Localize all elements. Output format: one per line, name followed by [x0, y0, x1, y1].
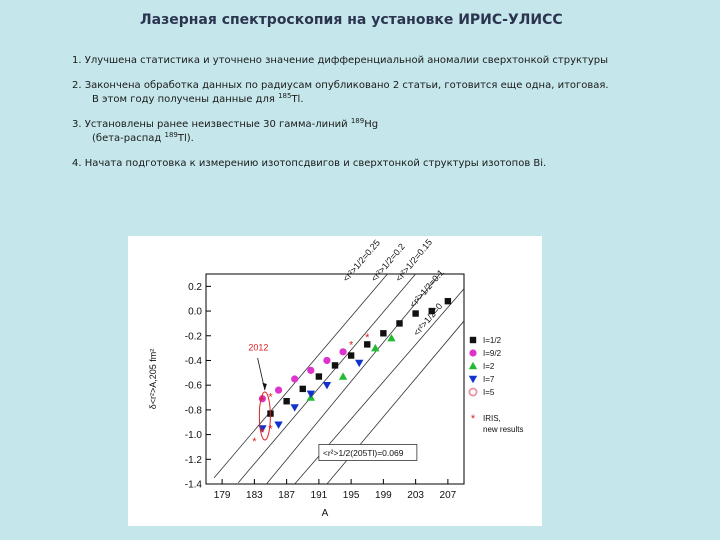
data-point-circle	[307, 366, 315, 374]
list-item-line: 3. Установлены ранее неизвестные 30 гамм…	[72, 118, 702, 132]
data-point-square	[444, 297, 452, 305]
data-point-triangle-down	[274, 421, 283, 429]
data-point-open-circle	[468, 387, 478, 397]
data-point-triangle-down	[290, 404, 299, 412]
data-point-triangle-up	[387, 334, 396, 342]
radius-line	[213, 274, 388, 479]
y-tick-label: -1.4	[185, 480, 203, 491]
x-tick-label: 195	[343, 490, 360, 501]
chart-svg: 0.2 0.0 -0.2 -0.4 -0.6 -0.8 -1.0 -1.2 -1.4 179 183…	[148, 237, 523, 519]
y-axis-label: δ<r²>A,205 fm²	[148, 349, 158, 410]
data-point-triangle-down	[322, 381, 332, 390]
line-text: Tl.	[291, 94, 304, 105]
x-tick-label: 191	[311, 490, 328, 501]
x-tick-label: 183	[246, 490, 263, 501]
data-point-square	[364, 341, 371, 348]
data-point-circle	[323, 356, 331, 365]
mass-number: 189	[350, 117, 365, 125]
legend-label: I=1/2	[483, 336, 502, 345]
data-point-square	[380, 330, 387, 337]
data-point-circle	[469, 349, 477, 357]
x-axis-label: A	[322, 508, 329, 519]
highlight-ellipse	[258, 391, 271, 441]
data-point-square	[347, 352, 355, 359]
legend-label: I=7	[483, 375, 495, 384]
achievements-list: 1. Улучшена статистика и уточнено значен…	[72, 54, 702, 182]
data-point-triangle-down	[468, 375, 478, 384]
y-tick-label: 0.2	[188, 282, 202, 293]
legend-label: I=5	[483, 388, 495, 397]
mass-number: 189	[164, 131, 178, 139]
data-point-circle	[274, 386, 283, 394]
list-item-line: 2. Закончена обработка данных по радиуса…	[72, 80, 609, 91]
data-point-star: *	[252, 436, 257, 448]
y-tick-label: -1.2	[185, 455, 203, 466]
data-point-square	[331, 362, 339, 369]
y-tick-label: -0.6	[185, 381, 203, 392]
list-item: 2. Закончена обработка данных по радиуса…	[72, 79, 702, 107]
data-point-square	[428, 307, 435, 315]
data-point-star: *	[260, 427, 265, 439]
annotation-arrowhead	[262, 382, 267, 391]
mass-number: 185	[278, 92, 292, 100]
data-point-square	[469, 336, 477, 344]
x-tick-label: 179	[214, 490, 231, 501]
line-text: Hg	[364, 119, 379, 130]
list-item-line: (бета-распад 189Tl).	[72, 132, 702, 146]
data-point-square	[299, 385, 306, 393]
y-tick-label: -0.4	[185, 356, 203, 367]
data-point-star: *	[365, 332, 370, 344]
data-point-star: *	[268, 423, 273, 435]
data-point-star: *	[260, 395, 265, 407]
line-text: 3. Установлены ранее неизвестные 30 гамм…	[72, 119, 351, 130]
list-item-line: 4. Начата подготовка к измерению изотопс…	[72, 158, 547, 169]
y-tick-label: -1.0	[185, 430, 203, 441]
x-tick-label: 207	[440, 490, 457, 501]
list-item-line: В этом году получены данные для 185Tl.	[72, 93, 702, 107]
legend-label: I=2	[483, 362, 495, 371]
data-point-triangle-down	[306, 390, 316, 399]
data-point-square	[283, 398, 290, 405]
x-tick-label: 203	[407, 490, 424, 501]
line-text: (бета-распад	[92, 133, 165, 144]
list-item: 4. Начата подготовка к измерению изотопс…	[72, 157, 702, 171]
data-point-circle	[291, 375, 299, 383]
list-item: 3. Установлены ранее неизвестные 30 гамм…	[72, 118, 702, 146]
data-point-star: *	[268, 391, 273, 403]
y-tick-label: -0.8	[185, 405, 203, 416]
y-tick-label: 0.0	[188, 307, 202, 318]
data-point-triangle-up	[468, 361, 478, 370]
x-tick-label: 187	[278, 490, 295, 501]
radius-line	[266, 274, 441, 484]
legend-label: I=9/2	[483, 349, 502, 358]
data-point-square	[396, 320, 403, 327]
list-item: 1. Улучшена статистика и уточнено значен…	[72, 54, 702, 68]
isotope-shift-chart: 0.2 0.0 -0.2 -0.4 -0.6 -0.8 -1.0 -1.2 -1.4 179 183…	[128, 236, 542, 526]
line-text: В этом году получены данные для	[92, 94, 279, 105]
list-item-line: 1. Улучшена статистика и уточнено значен…	[72, 55, 609, 66]
y-tick-label: -0.2	[185, 331, 203, 342]
year-annotation: 2012	[248, 343, 268, 353]
radius-box	[318, 444, 418, 461]
legend-label: new results	[483, 425, 523, 434]
plot-frame	[205, 273, 465, 485]
data-point-star: *	[471, 413, 476, 425]
data-point-circle	[339, 348, 347, 356]
slide-title: Лазерная спектроскопия на установке ИРИС…	[140, 12, 563, 28]
line-text: Tl).	[177, 133, 194, 144]
radius-line	[237, 274, 416, 484]
data-point-triangle-up	[338, 372, 348, 380]
data-point-triangle-up	[371, 343, 380, 352]
data-point-square	[412, 310, 419, 317]
data-point-star: *	[349, 339, 354, 351]
legend-label: IRIS,	[483, 414, 501, 423]
data-point-triangle-down	[354, 359, 364, 368]
x-tick-label: 199	[375, 490, 392, 501]
radius-box-label: <r²>1/2(205Tl)=0.069	[323, 448, 404, 458]
data-point-square	[315, 373, 323, 380]
